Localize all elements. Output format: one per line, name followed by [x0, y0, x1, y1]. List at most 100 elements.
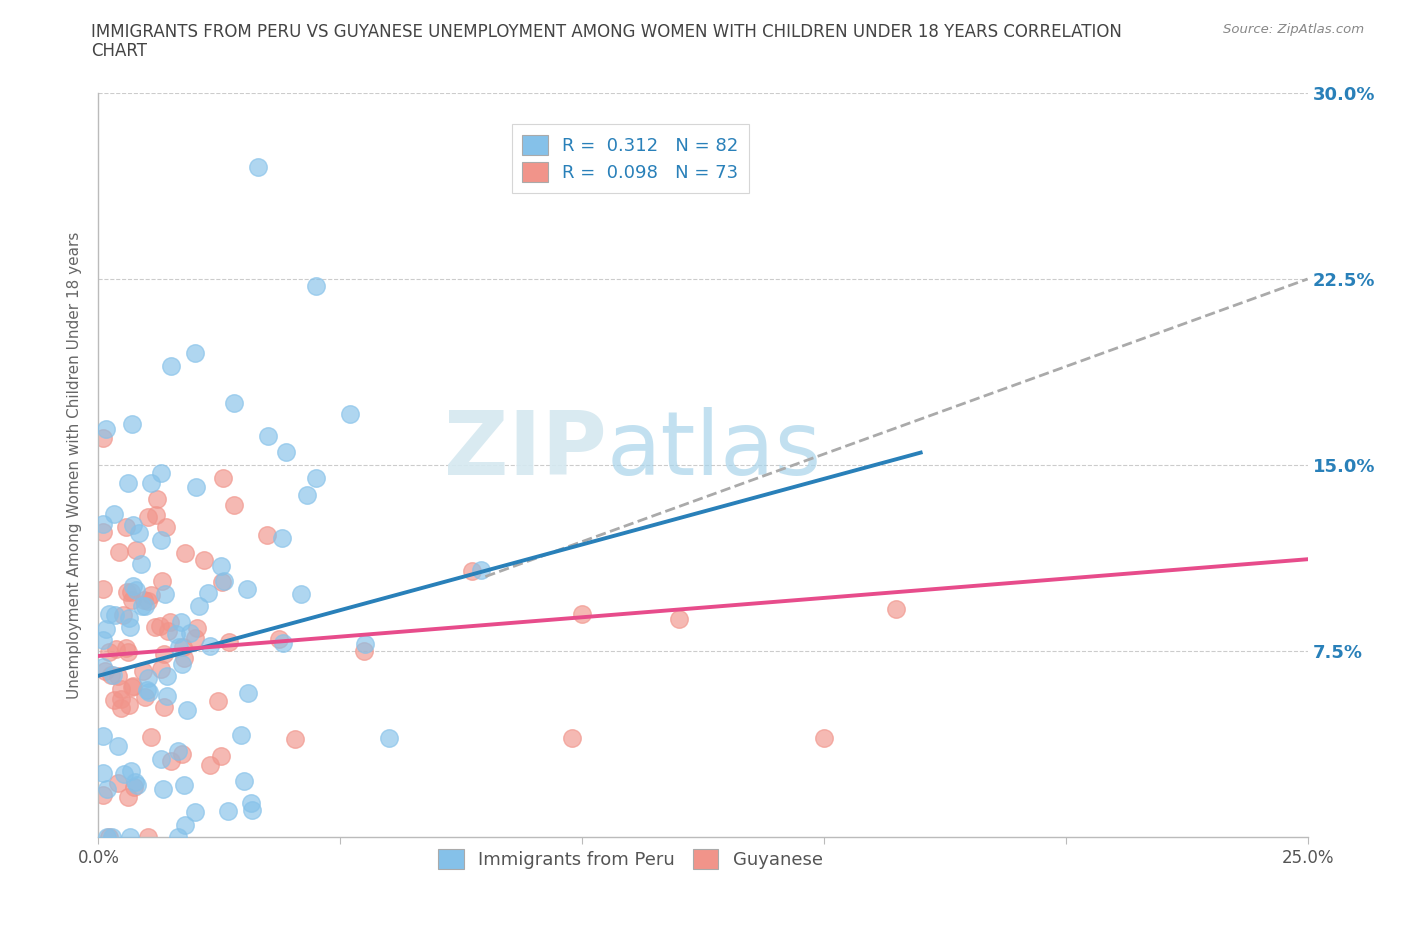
Point — [153, 699, 176, 714]
Point — [229, 727, 252, 742]
Text: Source: ZipAtlas.com: Source: ZipAtlas.com — [1223, 23, 1364, 36]
Point — [193, 552, 215, 567]
Point — [107, 544, 129, 559]
Point — [91, 766, 114, 781]
Point — [240, 803, 263, 817]
Point — [207, 693, 229, 708]
Point — [188, 599, 211, 614]
Point — [94, 664, 117, 679]
Point — [103, 507, 125, 522]
Point — [290, 587, 312, 602]
Point — [107, 776, 129, 790]
Point — [222, 395, 245, 410]
Point — [134, 598, 156, 613]
Point — [209, 559, 232, 574]
Point — [186, 620, 208, 635]
Point — [886, 602, 908, 617]
Point — [114, 520, 136, 535]
Point — [96, 830, 118, 844]
Point — [112, 766, 135, 781]
Point — [91, 517, 114, 532]
Point — [184, 631, 207, 645]
Point — [149, 751, 172, 766]
Point — [270, 531, 292, 546]
Point — [125, 583, 148, 598]
Point — [209, 749, 232, 764]
Point — [100, 830, 122, 844]
Point — [256, 527, 278, 542]
Point — [160, 358, 183, 373]
Point — [172, 746, 194, 761]
Y-axis label: Unemployment Among Women with Children Under 18 years: Unemployment Among Women with Children U… — [67, 232, 83, 698]
Point — [121, 518, 143, 533]
Point — [91, 659, 114, 674]
Point — [145, 619, 167, 634]
Point — [100, 668, 122, 683]
Point — [91, 729, 114, 744]
Point — [120, 764, 142, 778]
Point — [149, 662, 172, 677]
Text: IMMIGRANTS FROM PERU VS GUYANESE UNEMPLOYMENT AMONG WOMEN WITH CHILDREN UNDER 18: IMMIGRANTS FROM PERU VS GUYANESE UNEMPLO… — [91, 23, 1122, 41]
Point — [121, 416, 143, 431]
Point — [212, 574, 235, 589]
Point — [571, 606, 593, 621]
Point — [305, 471, 328, 485]
Point — [159, 615, 181, 630]
Point — [461, 564, 484, 578]
Point — [561, 730, 583, 745]
Point — [377, 730, 399, 745]
Point — [124, 775, 146, 790]
Point — [305, 279, 328, 294]
Point — [274, 445, 297, 459]
Point — [136, 671, 159, 686]
Point — [97, 606, 120, 621]
Point — [131, 599, 153, 614]
Point — [284, 732, 307, 747]
Point — [155, 669, 177, 684]
Point — [184, 480, 207, 495]
Point — [134, 689, 156, 704]
Point — [150, 574, 173, 589]
Point — [132, 592, 155, 607]
Point — [156, 689, 179, 704]
Point — [122, 578, 145, 593]
Point — [149, 618, 172, 633]
Point — [141, 587, 163, 602]
Point — [184, 346, 207, 361]
Point — [157, 624, 180, 639]
Point — [211, 471, 233, 485]
Point — [146, 491, 169, 506]
Point — [165, 627, 187, 642]
Text: ZIP: ZIP — [443, 406, 606, 494]
Point — [339, 406, 361, 421]
Point — [218, 635, 240, 650]
Point — [118, 830, 141, 844]
Point — [91, 788, 114, 803]
Point — [91, 581, 114, 596]
Point — [150, 533, 173, 548]
Point — [136, 510, 159, 525]
Point — [96, 622, 118, 637]
Point — [117, 790, 139, 804]
Point — [136, 683, 159, 698]
Point — [174, 546, 197, 561]
Point — [136, 593, 159, 608]
Point — [103, 693, 125, 708]
Point — [239, 795, 262, 810]
Point — [295, 487, 318, 502]
Point — [233, 774, 256, 789]
Point — [169, 640, 191, 655]
Point — [176, 703, 198, 718]
Point — [153, 587, 176, 602]
Point — [150, 466, 173, 481]
Point — [98, 830, 121, 844]
Text: CHART: CHART — [91, 42, 148, 60]
Point — [197, 586, 219, 601]
Point — [236, 581, 259, 596]
Point — [153, 646, 176, 661]
Point — [110, 701, 132, 716]
Point — [121, 592, 143, 607]
Legend: Immigrants from Peru, Guyanese: Immigrants from Peru, Guyanese — [432, 842, 830, 876]
Point — [271, 635, 294, 650]
Point — [110, 682, 132, 697]
